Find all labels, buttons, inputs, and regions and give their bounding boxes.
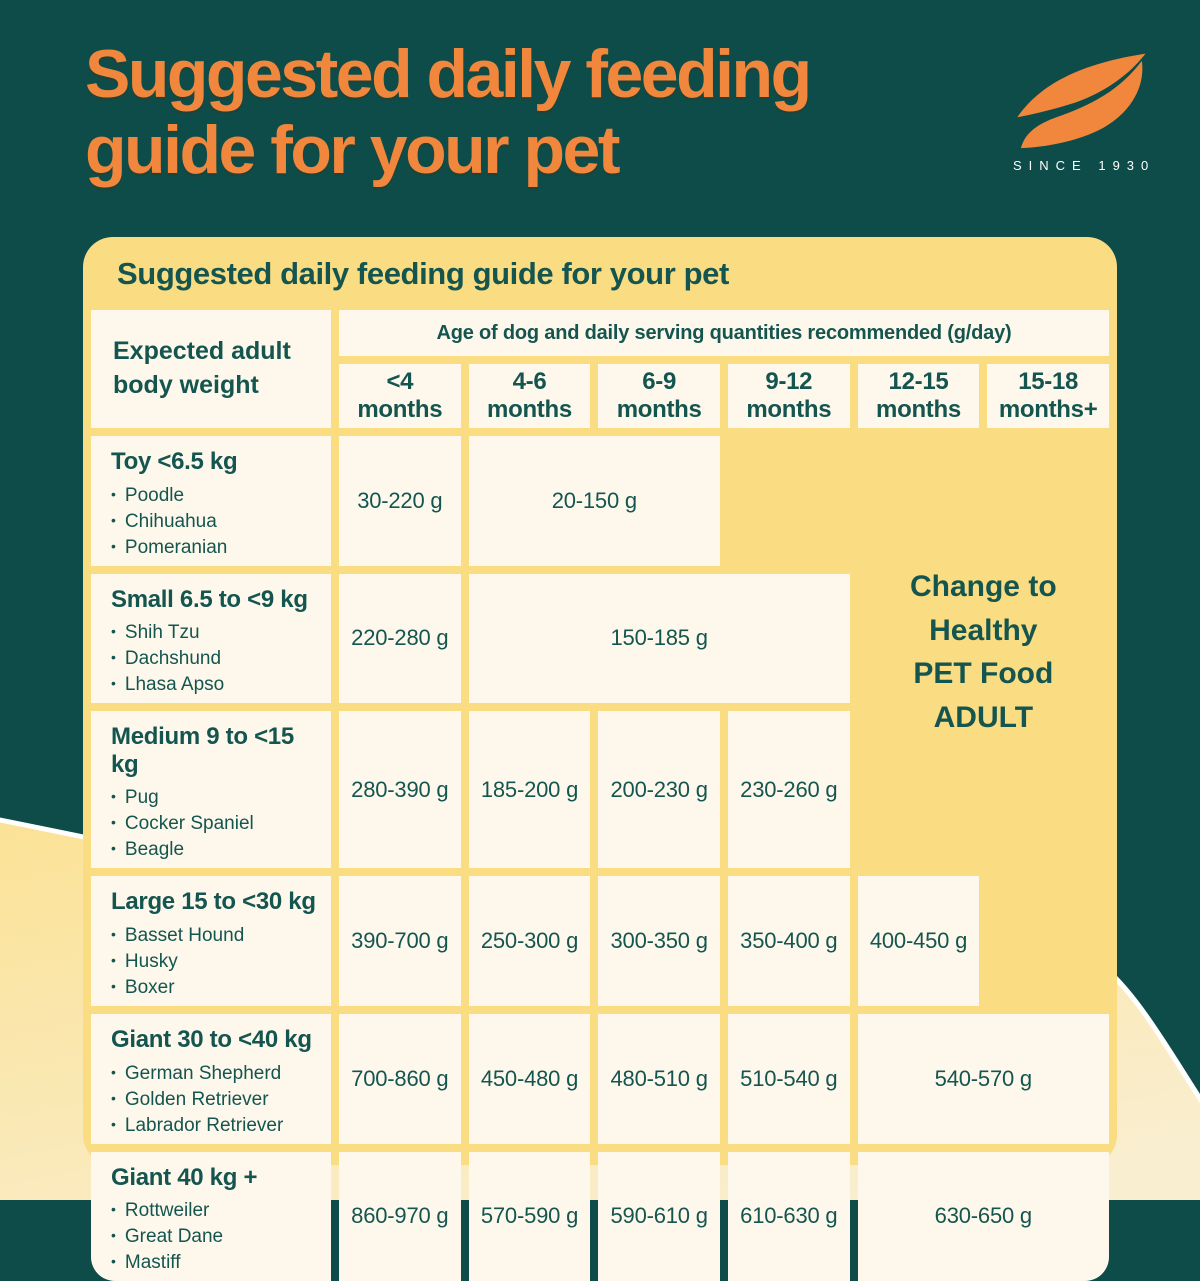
bullet-icon: •: [111, 649, 116, 666]
breed-item: • Rottweiler: [111, 1200, 210, 1222]
serving-value-cell: 450-480 g: [468, 1013, 591, 1144]
bullet-icon: •: [111, 1115, 116, 1132]
breed-item: • Boxer: [111, 976, 175, 998]
breed-item: • German Shepherd: [111, 1062, 282, 1084]
serving-value-cell: 20-150 g: [468, 436, 720, 566]
breed-item: • Beagle: [111, 839, 185, 861]
breed-item: • Husky: [111, 950, 178, 972]
breed-list: • Poodle • Chihuahua • Pomeranian: [111, 482, 323, 560]
weight-category-label: Giant 30 to <40 kg: [111, 1025, 312, 1053]
breed-item: • Poodle: [111, 484, 185, 506]
serving-value-cell: 230-260 g: [727, 711, 850, 869]
bullet-icon: •: [111, 1089, 116, 1106]
age-group-header-cell: Age of dog and daily serving quantities …: [339, 310, 1109, 356]
infographic-poster: Suggested daily feeding guide for your p…: [0, 36, 1200, 1281]
bullet-icon: •: [111, 1063, 116, 1080]
breed-item: • Shih Tzu: [111, 622, 200, 644]
bullet-icon: •: [111, 977, 116, 994]
breed-list: • Pug • Cocker Spaniel • Beagle: [111, 784, 323, 862]
serving-value-cell: 630-650 g: [857, 1151, 1109, 1281]
weight-category-label: Giant 40 kg +: [111, 1163, 258, 1191]
weight-category-label: Large 15 to <30 kg: [111, 888, 316, 916]
bullet-icon: •: [111, 951, 116, 968]
bullet-icon: •: [111, 925, 116, 942]
serving-value-cell: 150-185 g: [468, 573, 850, 704]
weight-category-cell: Toy <6.5 kg • Poodle • Chihuahua • Pomeranian: [91, 436, 331, 566]
bullet-icon: •: [111, 511, 116, 528]
weight-category-label: Medium 9 to <15 kg: [111, 723, 294, 778]
page-title: Suggested daily feeding guide for your p…: [85, 36, 812, 189]
bullet-icon: •: [111, 485, 116, 502]
column-header-cell: 9-12 months: [727, 364, 850, 428]
breed-item: • Pug: [111, 787, 159, 809]
serving-value-cell: 30-220 g: [339, 436, 461, 566]
weight-category-label: Toy <6.5 kg: [111, 448, 238, 475]
breed-list: • Rottweiler • Great Dane • Mastiff: [111, 1197, 323, 1275]
bullet-icon: •: [111, 788, 116, 805]
serving-value-cell: 860-970 g: [339, 1151, 461, 1281]
adult-food-note: Change to Healthy PET Food ADULT: [909, 570, 1057, 734]
bullet-icon: •: [111, 1201, 116, 1218]
serving-value-cell: 200-230 g: [598, 711, 720, 869]
breed-list: • Basset Hound • Husky • Boxer: [111, 922, 323, 1000]
bullet-icon: •: [111, 840, 116, 857]
breed-item: • Labrador Retriever: [111, 1114, 284, 1136]
bullet-icon: •: [111, 675, 116, 692]
bullet-icon: •: [111, 1227, 116, 1244]
breed-item: • Great Dane: [111, 1226, 224, 1248]
column-header-cell: 15-18 months+: [987, 364, 1109, 428]
corner-header-cell: Expected adult body weight: [91, 310, 331, 428]
weight-category-cell: Large 15 to <30 kg • Basset Hound • Husky • Bo…: [91, 876, 331, 1006]
column-header-cell: 4-6 months: [468, 364, 591, 428]
serving-value-cell: 510-540 g: [727, 1013, 850, 1144]
serving-value-cell: 700-860 g: [339, 1013, 461, 1144]
feeding-table: Expected adult body weight Age of dog an…: [91, 310, 1109, 1281]
serving-value-cell: 610-630 g: [727, 1151, 850, 1281]
serving-value-cell: 300-350 g: [598, 876, 720, 1006]
serving-value-cell: 570-590 g: [468, 1151, 591, 1281]
bullet-icon: •: [111, 623, 116, 640]
weight-category-cell: Medium 9 to <15 kg • Pug • Cocker Spaniel • Be…: [91, 711, 331, 869]
bullet-icon: •: [111, 1253, 116, 1270]
serving-value-cell: 350-400 g: [727, 876, 850, 1006]
breed-item: • Golden Retriever: [111, 1088, 269, 1110]
column-header-cell: <4 months: [339, 364, 461, 428]
breed-item: • Mastiff: [111, 1252, 181, 1274]
weight-category-cell: Giant 30 to <40 kg • German Shepherd • Golde…: [91, 1013, 331, 1144]
serving-value-cell: 250-300 g: [468, 876, 591, 1006]
breed-list: • German Shepherd • Golden Retriever • Labrad…: [111, 1060, 323, 1138]
breed-item: • Chihuahua: [111, 510, 217, 532]
card-title: Suggested daily feeding guide for your p…: [117, 256, 729, 291]
serving-value-cell: 400-450 g: [857, 876, 980, 1006]
feeding-guide-card: Suggested daily feeding guide for your p…: [83, 237, 1117, 1281]
breed-item: • Basset Hound: [111, 924, 245, 946]
serving-value-cell: 480-510 g: [598, 1013, 720, 1144]
serving-value-cell: 185-200 g: [468, 711, 591, 869]
breed-item: • Lhasa Apso: [111, 674, 225, 696]
breed-item: • Dachshund: [111, 648, 222, 670]
brand-tagline: SINCE 1930: [1013, 158, 1156, 173]
serving-value-cell: 540-570 g: [857, 1013, 1109, 1144]
bullet-icon: •: [111, 537, 116, 554]
serving-value-cell: 280-390 g: [339, 711, 461, 869]
swoosh-leaf-icon: [1017, 53, 1146, 149]
serving-value-cell: 590-610 g: [598, 1151, 720, 1281]
breed-item: • Pomeranian: [111, 536, 228, 558]
serving-value-cell: 390-700 g: [339, 876, 461, 1006]
column-header-cell: 6-9 months: [598, 364, 720, 428]
brand-logo: SINCE 1930: [1010, 50, 1150, 173]
column-header-cell: 12-15 months: [857, 364, 980, 428]
weight-category-cell: Small 6.5 to <9 kg • Shih Tzu • Dachshund • Lh…: [91, 573, 331, 704]
serving-value-cell: 220-280 g: [339, 573, 461, 704]
weight-category-cell: Giant 40 kg + • Rottweiler • Great Dane • Mast…: [91, 1151, 331, 1281]
weight-category-label: Small 6.5 to <9 kg: [111, 585, 308, 613]
breed-list: • Shih Tzu • Dachshund • Lhasa Apso: [111, 619, 323, 697]
breed-item: • Cocker Spaniel: [111, 813, 254, 835]
bullet-icon: •: [111, 814, 116, 831]
